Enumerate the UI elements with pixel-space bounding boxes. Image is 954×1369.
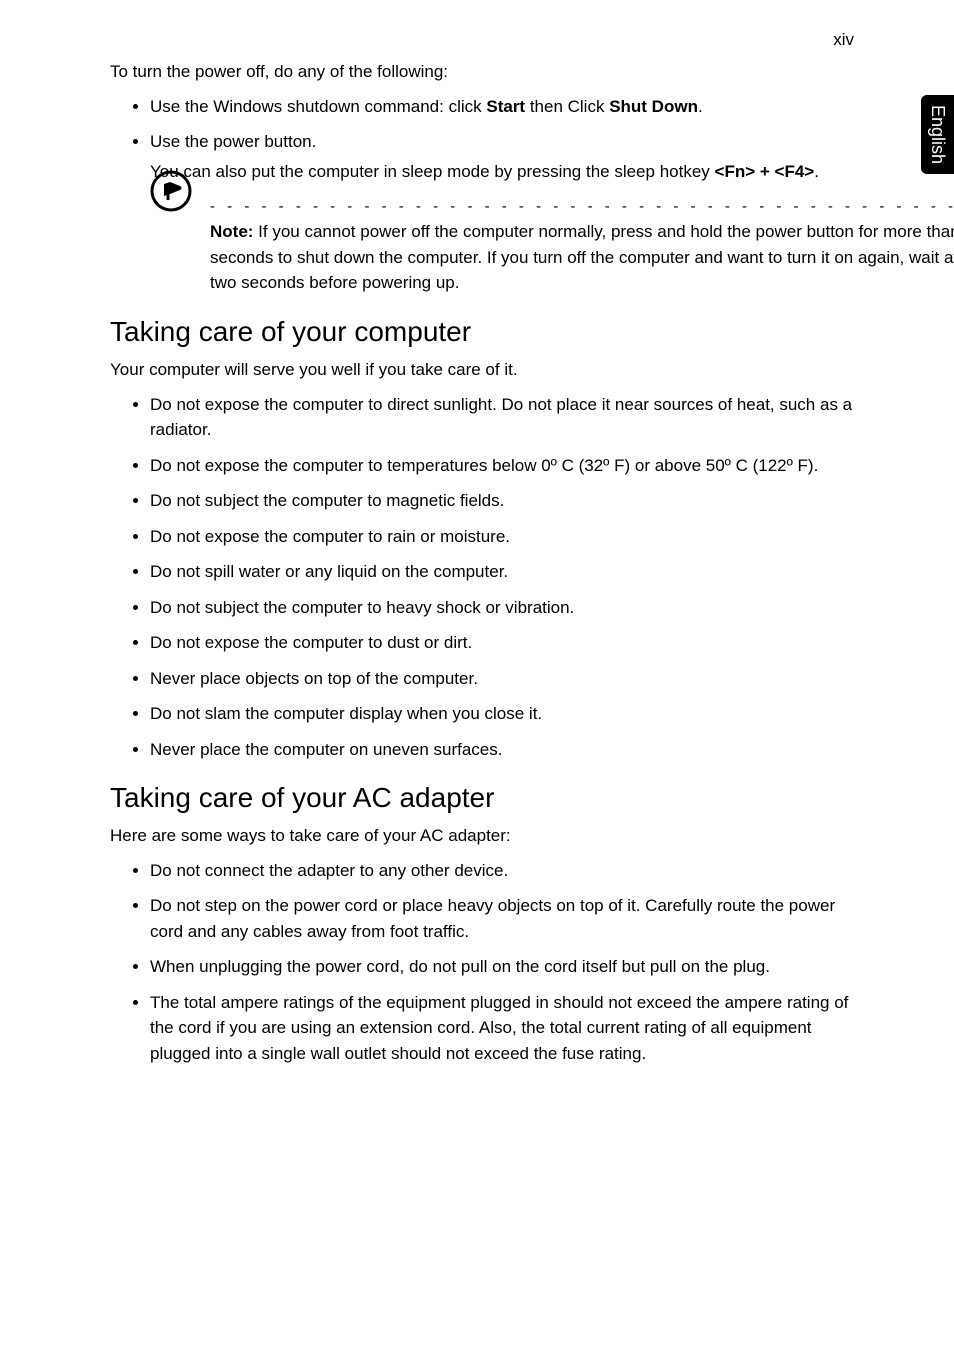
note-text: Note: If you cannot power off the comput… [210,219,954,296]
list-item: When unplugging the power cord, do not p… [150,954,864,980]
list-item: Use the power button. You can also put t… [150,129,864,184]
list-item: Do not expose the computer to direct sun… [150,392,864,443]
sub-paragraph: You can also put the computer in sleep m… [150,159,864,185]
list-item: Never place the computer on uneven surfa… [150,737,864,763]
note-dashes: - - - - - - - - - - - - - - - - - - - - … [210,198,954,215]
list-item: Do not connect the adapter to any other … [150,858,864,884]
item-text: Use the Windows shutdown command: click … [150,97,703,116]
section2-intro: Here are some ways to take care of your … [110,824,864,848]
list-item: Do not subject the computer to magnetic … [150,488,864,514]
note-icon [150,170,192,217]
section1-intro: Your computer will serve you well if you… [110,358,864,382]
item-text: Use the power button. [150,132,316,151]
page-container: xiv English To turn the power off, do an… [0,0,954,1140]
list-item: The total ampere ratings of the equipmen… [150,990,864,1067]
computer-care-list: Do not expose the computer to direct sun… [110,392,864,763]
list-item: Do not spill water or any liquid on the … [150,559,864,585]
ac-adapter-list: Do not connect the adapter to any other … [110,858,864,1067]
list-item: Do not slam the computer display when yo… [150,701,864,727]
page-number: xiv [833,30,854,50]
intro-text: To turn the power off, do any of the fol… [110,60,864,84]
list-item: Never place objects on top of the comput… [150,666,864,692]
section-heading-computer-care: Taking care of your computer [110,316,864,348]
note-content: - - - - - - - - - - - - - - - - - - - - … [210,198,954,296]
list-item: Use the Windows shutdown command: click … [150,94,864,120]
power-off-list: Use the Windows shutdown command: click … [110,94,864,185]
list-item: Do not step on the power cord or place h… [150,893,864,944]
list-item: Do not expose the computer to dust or di… [150,630,864,656]
list-item: Do not expose the computer to temperatur… [150,453,864,479]
list-item: Do not subject the computer to heavy sho… [150,595,864,621]
section-heading-ac-adapter: Taking care of your AC adapter [110,782,864,814]
note-block: - - - - - - - - - - - - - - - - - - - - … [150,198,864,296]
list-item: Do not expose the computer to rain or mo… [150,524,864,550]
language-tab: English [921,95,954,174]
